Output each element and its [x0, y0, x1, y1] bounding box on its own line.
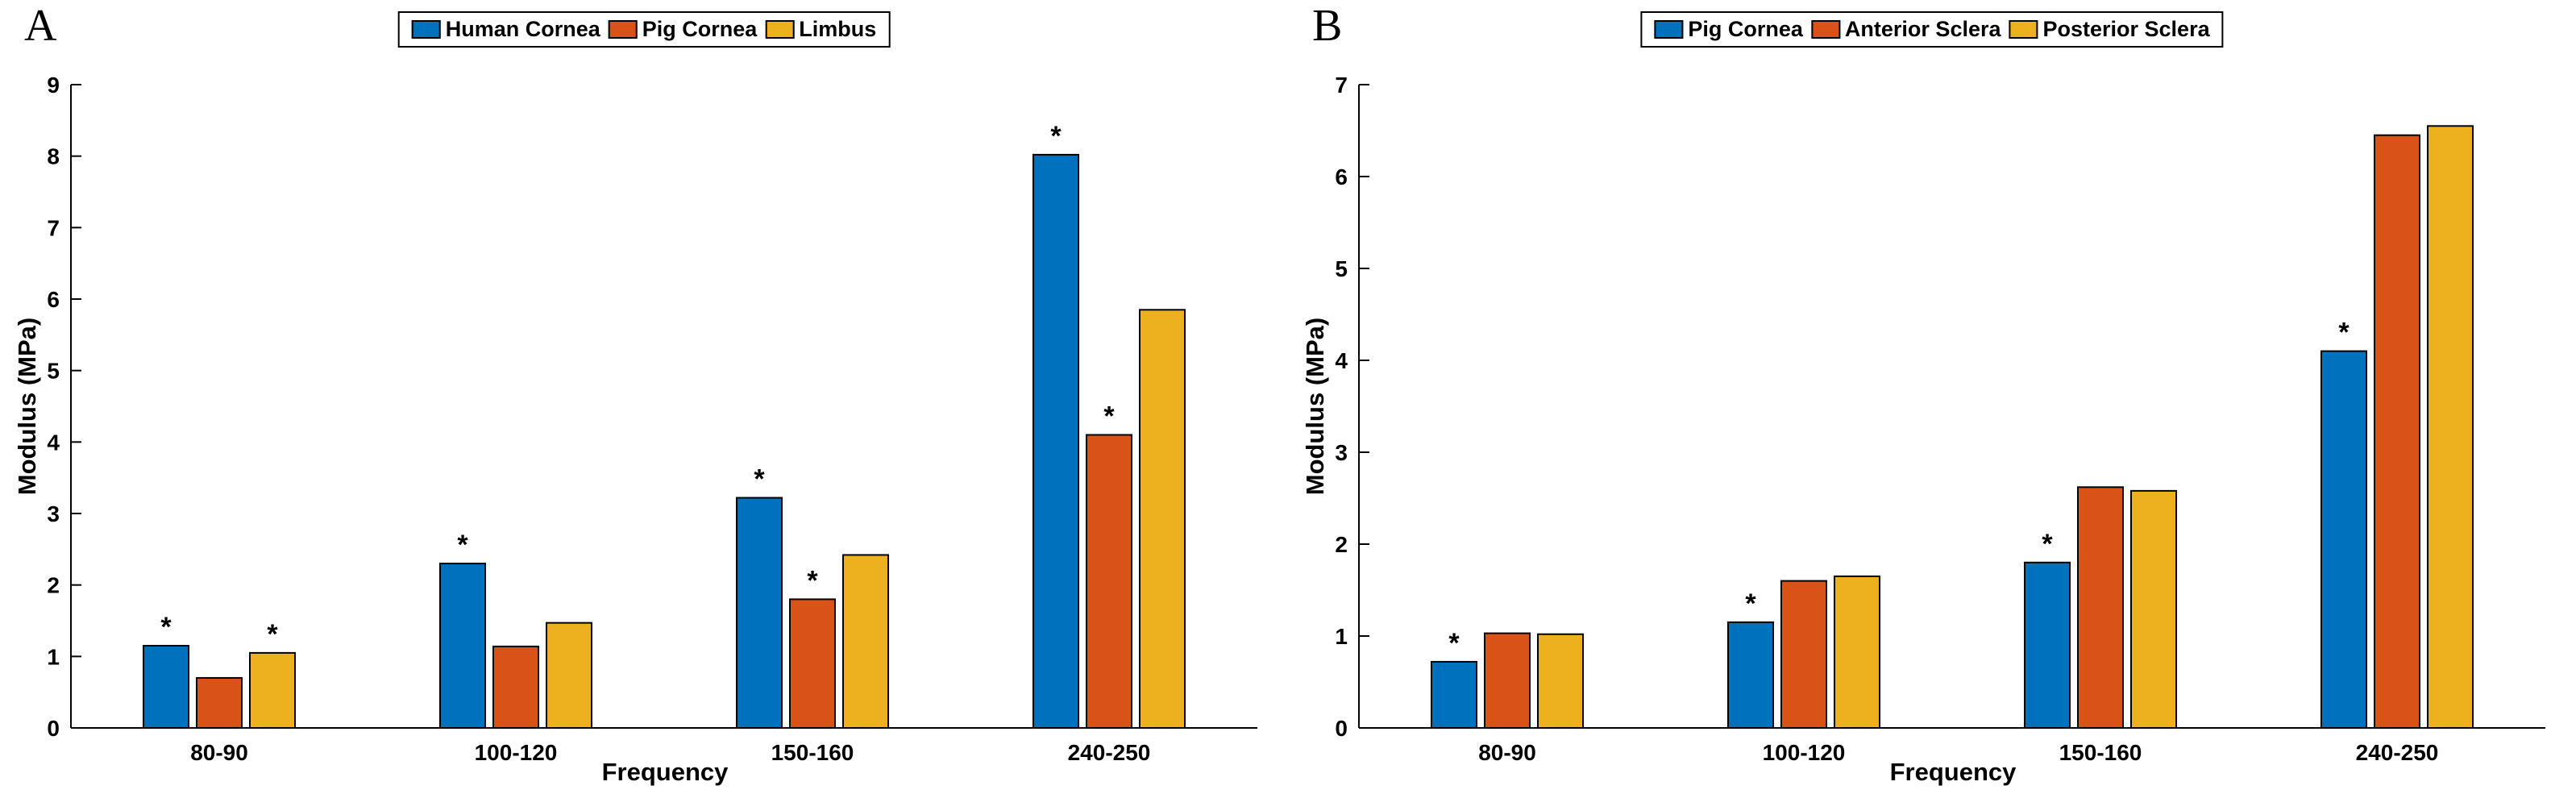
- x-category-label: 240-250: [2356, 740, 2439, 765]
- significance-asterisk: *: [807, 565, 818, 596]
- significance-asterisk: *: [457, 530, 468, 560]
- bar: [789, 598, 836, 730]
- legend-item: Human Cornea: [411, 17, 600, 42]
- y-tick-label: 0: [47, 716, 60, 741]
- legend-label: Pig Cornea: [642, 17, 758, 41]
- significance-asterisk: *: [1050, 121, 1062, 152]
- x-category-label: 80-90: [190, 740, 248, 765]
- legend-item: Limbus: [765, 17, 876, 42]
- legend-label: Limbus: [799, 17, 877, 41]
- legend-swatch: [411, 20, 441, 39]
- bar: [1086, 434, 1132, 729]
- x-category-label: 80-90: [1478, 740, 1536, 765]
- bar: [842, 554, 889, 730]
- y-tick-label: 2: [47, 573, 60, 598]
- legend-swatch: [608, 20, 638, 39]
- bar: [1834, 575, 1880, 730]
- legend-swatch: [1654, 20, 1684, 39]
- legend-label: Human Cornea: [445, 17, 600, 41]
- legend-item: Anterior Sclera: [1810, 17, 2001, 42]
- significance-asterisk: *: [267, 619, 278, 650]
- bar-plot-panel-b: 0 1 2 3 4 5 6 7 80-90 100-120 150-160 240-250 * * * *: [1335, 73, 2545, 765]
- y-tick-label: 2: [1335, 532, 1348, 557]
- significance-asterisk: *: [2338, 318, 2350, 348]
- y-tick-label: 3: [1335, 440, 1348, 465]
- bar: [1727, 621, 1774, 730]
- bar: [736, 497, 783, 729]
- legend-swatch: [2009, 20, 2038, 39]
- x-category-label: 100-120: [475, 740, 558, 765]
- bar: [1484, 632, 1531, 730]
- y-axis-title: Modulus (MPa): [1301, 317, 1329, 496]
- bar: [2427, 125, 2474, 730]
- x-category-label: 150-160: [2059, 740, 2142, 765]
- bar: [2130, 489, 2177, 729]
- bar-plot-panel-a: 0 1 2 3 4 5 6 7 8 9 80-90 100-120 150-160 240-250 * * * *…: [47, 73, 1257, 765]
- significance-asterisk: *: [1745, 588, 1756, 619]
- y-axis-title: Modulus (MPa): [13, 317, 41, 496]
- legend-item: Pig Cornea: [1654, 17, 1803, 42]
- legend-swatch: [765, 20, 795, 39]
- y-tick-label: 9: [47, 73, 60, 98]
- y-tick-label: 6: [47, 287, 60, 312]
- legend-label: Anterior Sclera: [1844, 17, 2001, 41]
- y-tick-label: 1: [47, 644, 60, 669]
- legend-label: Posterior Sclera: [2042, 17, 2210, 41]
- bar: [2077, 486, 2124, 729]
- bar: [196, 676, 243, 730]
- panel-b: B Pig Cornea Anterior Sclera Posterior Scl…: [1288, 0, 2576, 790]
- y-tick-label: 8: [47, 144, 60, 169]
- bar: [546, 622, 592, 729]
- legend-panel-a: Human Cornea Pig Cornea Limbus: [397, 11, 891, 48]
- bar: [249, 651, 296, 730]
- significance-asterisk: *: [1448, 628, 1460, 659]
- legend-label: Pig Cornea: [1688, 17, 1803, 41]
- bar: [492, 645, 539, 729]
- y-tick-label: 7: [47, 215, 60, 240]
- significance-asterisk: *: [754, 464, 765, 494]
- panel-a: A Human Cornea Pig Cornea Limbus 0 1 2 3 4 5 6 7 8…: [13, 1, 1257, 786]
- y-tick-label: 4: [1335, 348, 1348, 373]
- bar: [2024, 561, 2071, 729]
- bar: [1032, 153, 1079, 730]
- bar: [143, 645, 189, 729]
- significance-asterisk: *: [160, 612, 172, 642]
- bar: [1537, 633, 1584, 729]
- bar: [2374, 134, 2420, 729]
- panel-b-label: B: [1312, 1, 1343, 51]
- legend-item: Pig Cornea: [608, 17, 758, 42]
- significance-asterisk: *: [2042, 529, 2053, 559]
- x-axis-title: Frequency: [601, 758, 729, 786]
- x-axis-title: Frequency: [1889, 758, 2017, 786]
- bar: [439, 563, 486, 729]
- y-tick-label: 7: [1335, 73, 1348, 98]
- y-tick-label: 1: [1335, 624, 1348, 649]
- bar: [1139, 309, 1186, 729]
- x-category-label: 240-250: [1068, 740, 1151, 765]
- x-category-label: 150-160: [771, 740, 854, 765]
- y-tick-label: 4: [47, 430, 60, 455]
- legend-item: Posterior Sclera: [2009, 17, 2210, 42]
- bar: [1780, 580, 1827, 729]
- y-tick-label: 3: [47, 501, 60, 526]
- panel-a-label: A: [24, 1, 57, 51]
- y-tick-label: 6: [1335, 164, 1348, 189]
- x-category-label: 100-120: [1763, 740, 1846, 765]
- bar: [1431, 660, 1477, 729]
- significance-asterisk: *: [1103, 401, 1115, 431]
- y-tick-label: 5: [47, 359, 60, 384]
- y-tick-label: 0: [1335, 716, 1348, 741]
- bar: [2320, 350, 2367, 729]
- legend-swatch: [1810, 20, 1840, 39]
- legend-panel-b: Pig Cornea Anterior Sclera Posterior Scler…: [1640, 11, 2224, 48]
- y-tick-label: 5: [1335, 256, 1348, 281]
